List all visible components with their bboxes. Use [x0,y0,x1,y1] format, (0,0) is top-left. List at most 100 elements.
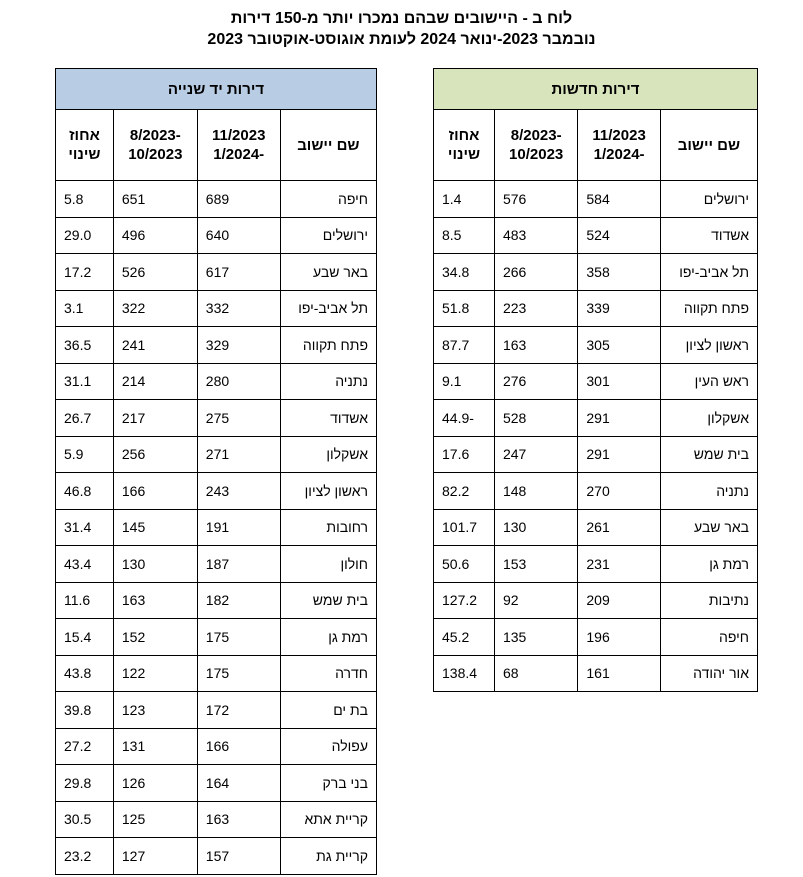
current-value: 166 [196,727,281,765]
current-value: 261 [577,508,661,546]
table-row: ראש העין 301 276 9.1 [433,362,759,400]
current-value: 172 [196,691,281,729]
previous-value: 576 [493,180,579,218]
settlement-name: באר שבע [659,508,759,546]
previous-value: 125 [112,800,198,838]
col-header-name: שם יישוב [279,109,378,181]
settlement-name: תל אביב-יפו [659,253,759,291]
settlement-name: ירושלים [659,180,759,218]
previous-value: 651 [112,180,198,218]
change-percent: 138.4 [433,654,495,692]
previous-value: 163 [493,326,579,364]
table-row: בית שמש 182 163 11.6 [55,581,378,619]
table-row: ירושלים 584 576 1.4 [433,180,759,218]
current-value: 196 [577,618,661,656]
table-row: חולון 187 130 43.4 [55,545,378,583]
col-header-current: 11/2023 1/2024- [196,109,281,181]
title-line-2: נובמבר 2023-ינואר 2024 לעומת אוגוסט-אוקט… [207,31,596,48]
previous-value: 126 [112,764,198,802]
settlement-name: חיפה [279,180,378,218]
change-percent: -44.9 [433,399,495,437]
table-caption: דירות חדשות [433,68,758,110]
previous-value: 276 [493,362,579,400]
current-value: 243 [196,472,281,510]
table-row: בת ים 172 123 39.8 [55,691,378,729]
table-row: נתניה 280 214 31.1 [55,362,378,400]
table-row: חיפה 196 135 45.2 [433,618,759,656]
table-row: באר שבע 617 526 17.2 [55,253,378,291]
change-percent: 11.6 [55,581,114,619]
current-value: 332 [196,289,281,327]
settlement-name: רמת גן [659,545,759,583]
change-percent: 87.7 [433,326,495,364]
current-value: 584 [577,180,661,218]
table-row: נתניה 270 148 82.2 [433,472,759,510]
current-value: 339 [577,289,661,327]
current-value: 209 [577,581,661,619]
previous-value: 68 [493,654,579,692]
current-value: 358 [577,253,661,291]
change-percent: 31.4 [55,508,114,546]
current-value: 270 [577,472,661,510]
settlement-name: נתניה [279,362,378,400]
settlement-name: קריית גת [279,837,378,875]
change-percent: 50.6 [433,545,495,583]
change-percent: 1.4 [433,180,495,218]
settlement-name: נתיבות [659,581,759,619]
current-value: 689 [196,180,281,218]
table-row: פתח תקווה 339 223 51.8 [433,289,759,327]
settlement-name: בית שמש [659,435,759,473]
settlement-name: ראש העין [659,362,759,400]
previous-value: 322 [112,289,198,327]
previous-value: 123 [112,691,198,729]
change-percent: 82.2 [433,472,495,510]
current-value: 617 [196,253,281,291]
settlement-name: בת ים [279,691,378,729]
previous-value: 122 [112,654,198,692]
col-header-change: אחוז שינוי [433,109,495,181]
title-line-1: לוח ב - היישובים שבהם נמכרו יותר מ-150 ד… [230,10,573,27]
table-row: אשדוד 275 217 26.7 [55,399,378,437]
current-value: 157 [196,837,281,875]
new-apartments-table: דירות חדשות שם יישוב 11/2023 1/2024- 8/2023-… [433,68,759,692]
settlement-name: אשדוד [279,399,378,437]
settlement-name: ירושלים [279,216,378,254]
settlement-name: בית שמש [279,581,378,619]
change-percent: 34.8 [433,253,495,291]
change-percent: 3.1 [55,289,114,327]
settlement-name: פתח תקווה [279,326,378,364]
change-percent: 5.8 [55,180,114,218]
previous-value: 135 [493,618,579,656]
table-row: בני ברק 164 126 29.8 [55,764,378,802]
settlement-name: חיפה [659,618,759,656]
previous-value: 152 [112,618,198,656]
current-value: 164 [196,764,281,802]
table-row: נתיבות 209 92 127.2 [433,581,759,619]
change-percent: 43.8 [55,654,114,692]
current-value: 191 [196,508,281,546]
current-value: 291 [577,399,661,437]
change-percent: 101.7 [433,508,495,546]
previous-value: 526 [112,253,198,291]
table-row: אור יהודה 161 68 138.4 [433,654,759,692]
table-row: ירושלים 640 496 29.0 [55,216,378,254]
current-value: 329 [196,326,281,364]
settlement-name: חולון [279,545,378,583]
table-row: תל אביב-יפו 332 322 3.1 [55,289,378,327]
settlement-name: בני ברק [279,764,378,802]
previous-value: 153 [493,545,579,583]
settlement-name: באר שבע [279,253,378,291]
previous-value: 163 [112,581,198,619]
current-value: 163 [196,800,281,838]
col-header-previous: 8/2023- 10/2023 [112,109,198,181]
used-apartments-table: דירות יד שנייה שם יישוב 11/2023 1/2024- 8/20… [55,68,378,875]
document-title: לוח ב - היישובים שבהם נמכרו יותר מ-150 ד… [0,8,803,50]
table-row: באר שבע 261 130 101.7 [433,508,759,546]
previous-value: 217 [112,399,198,437]
current-value: 182 [196,581,281,619]
settlement-name: אור יהודה [659,654,759,692]
current-value: 524 [577,216,661,254]
col-header-current: 11/2023 1/2024- [577,109,661,181]
change-percent: 26.7 [55,399,114,437]
settlement-name: נתניה [659,472,759,510]
